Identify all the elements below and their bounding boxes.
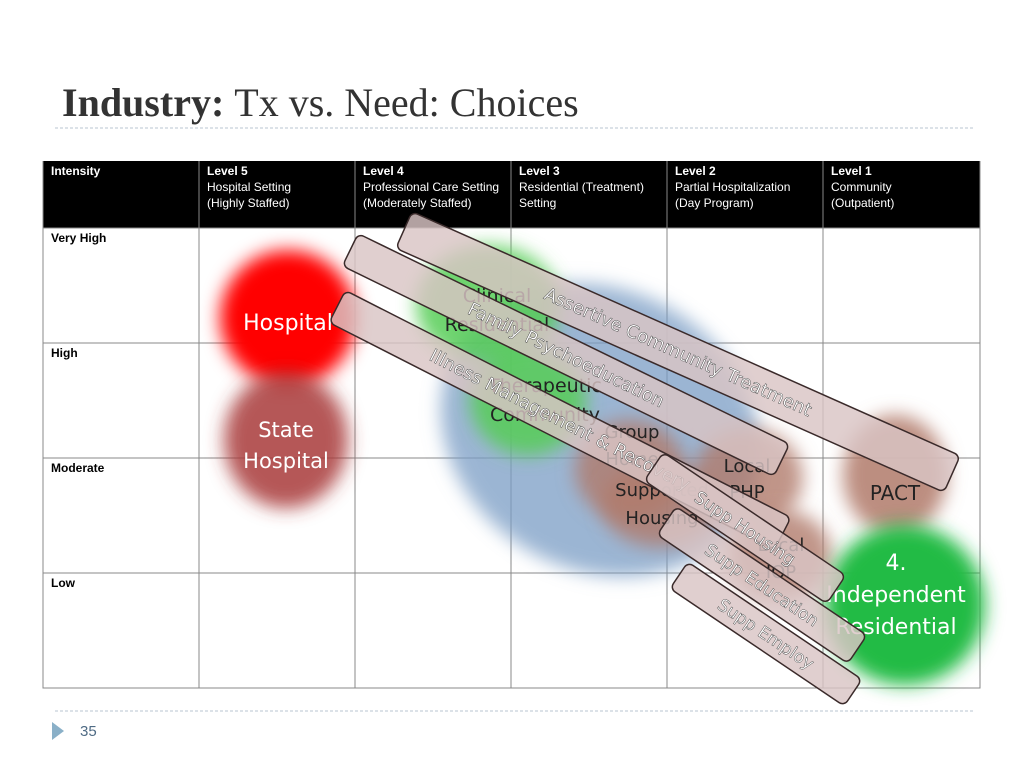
row-label: Low bbox=[51, 576, 76, 590]
header-text: Residential (Treatment) bbox=[519, 180, 644, 194]
blob-label: Hospital bbox=[243, 449, 329, 473]
header-text: Partial Hospitalization bbox=[675, 180, 790, 194]
blob-label: Independent bbox=[826, 583, 966, 608]
header-text: Level 3 bbox=[519, 164, 560, 178]
blob bbox=[224, 372, 348, 508]
row-label: Very High bbox=[51, 231, 106, 245]
header-text: Level 4 bbox=[363, 164, 404, 178]
title-rest: Tx vs. Need: Choices bbox=[234, 80, 578, 125]
header-text: (Moderately Staffed) bbox=[363, 196, 472, 210]
band-shape bbox=[671, 563, 861, 705]
title-bold: Industry: bbox=[62, 80, 224, 125]
header-text: (Outpatient) bbox=[831, 196, 894, 210]
header-text: Intensity bbox=[51, 164, 101, 178]
header-text: Level 5 bbox=[207, 164, 248, 178]
blob bbox=[825, 525, 985, 685]
row-label: Moderate bbox=[51, 461, 105, 475]
row-label: High bbox=[51, 346, 78, 360]
blob-label: PACT bbox=[870, 481, 921, 505]
header-text: (Highly Staffed) bbox=[207, 196, 289, 210]
footer-arrow bbox=[52, 722, 64, 740]
blob-label: Hospital bbox=[243, 311, 333, 336]
band-shape bbox=[343, 234, 789, 476]
header-text: Community bbox=[831, 180, 892, 194]
header-text: Level 2 bbox=[675, 164, 716, 178]
blob-label: State bbox=[258, 418, 314, 442]
band-shape bbox=[645, 453, 845, 603]
header-text: Setting bbox=[519, 196, 556, 210]
header-text: (Day Program) bbox=[675, 196, 754, 210]
page-number: 35 bbox=[80, 723, 97, 740]
blob-label: 4. bbox=[886, 551, 907, 576]
blob bbox=[220, 250, 356, 386]
header-text: Level 1 bbox=[831, 164, 872, 178]
band-shape bbox=[658, 508, 866, 662]
header-text: Hospital Setting bbox=[207, 180, 291, 194]
band-shape bbox=[396, 212, 960, 492]
slide-title: Industry: Tx vs. Need: Choices bbox=[62, 80, 579, 125]
header-text: Professional Care Setting bbox=[363, 180, 499, 194]
